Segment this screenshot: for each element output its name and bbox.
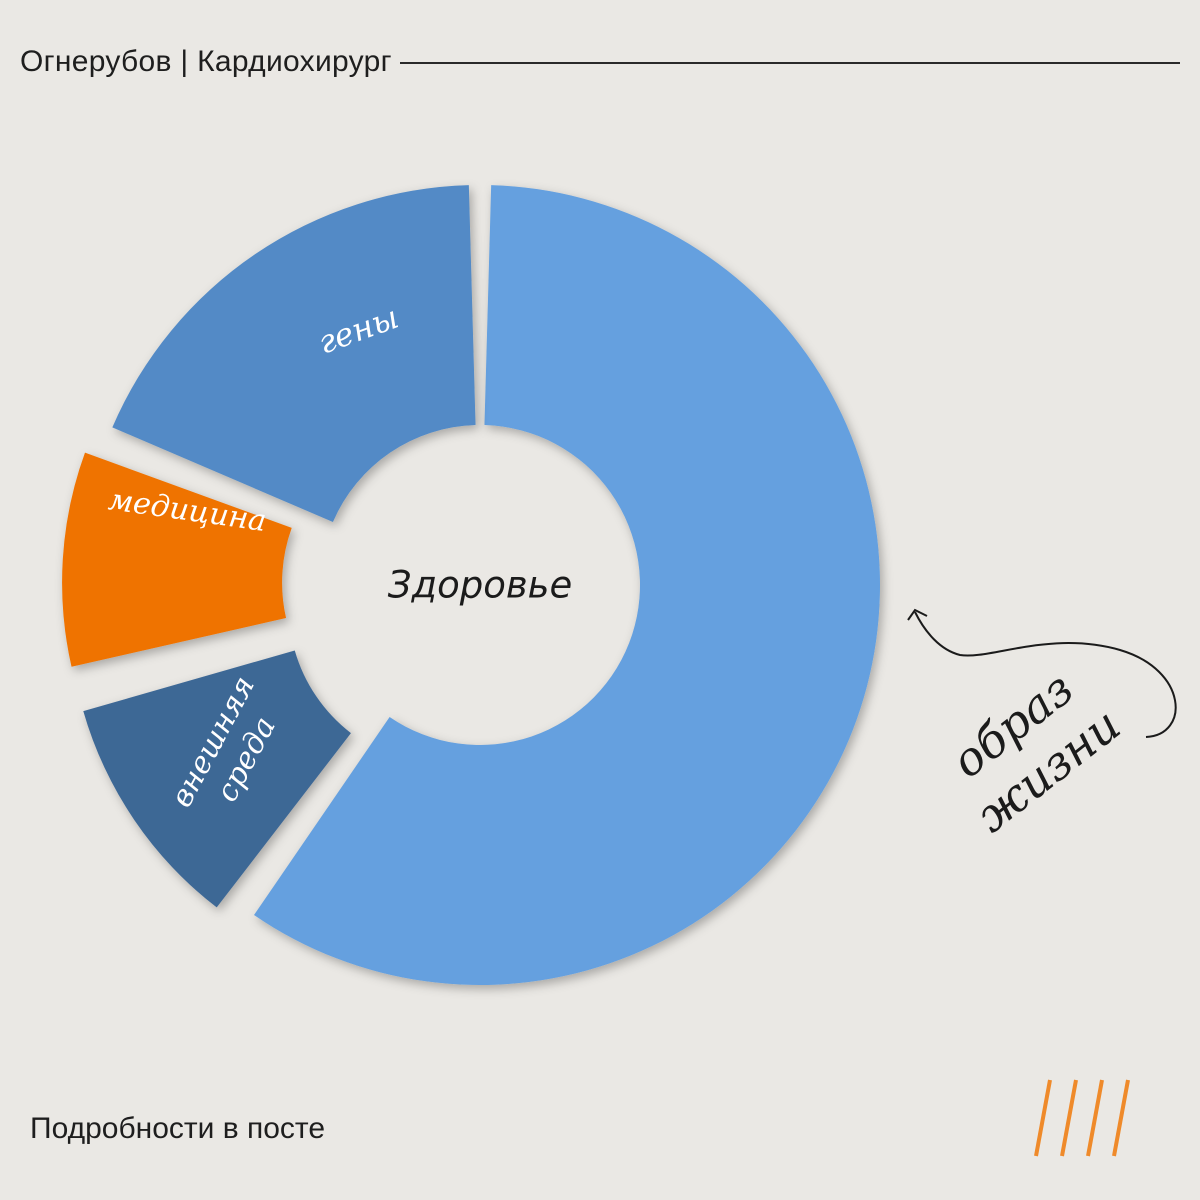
donut-slice-0	[254, 185, 881, 986]
slash-stripes-icon	[1034, 1079, 1130, 1157]
page-title: Огнерубов | Кардиохирург	[20, 45, 392, 78]
slice-label-0: образжизни	[930, 652, 1130, 843]
arrow-head	[907, 608, 928, 621]
footer-note: Подробности в посте	[30, 1112, 326, 1145]
curved-arrow-icon	[914, 611, 1177, 738]
header-divider	[399, 62, 1180, 64]
donut-slice-3	[112, 185, 476, 522]
donut-slice-2	[62, 452, 292, 667]
donut-slice-1	[83, 650, 351, 908]
header: Огнерубов | Кардиохирург	[20, 40, 1180, 84]
center-label: Здоровье	[388, 564, 572, 607]
